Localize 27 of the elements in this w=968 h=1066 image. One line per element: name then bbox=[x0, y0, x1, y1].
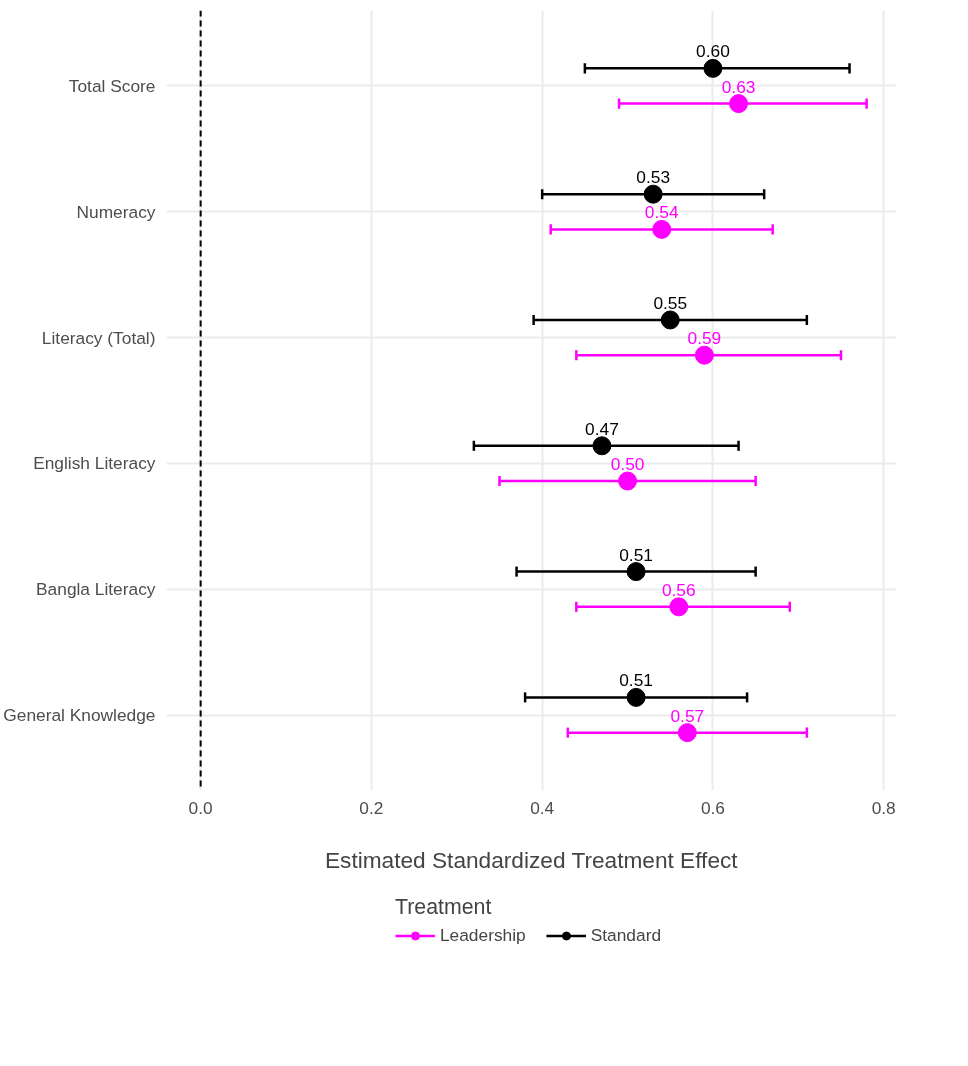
legend-label: Leadership bbox=[439, 924, 526, 946]
x-tick-label: 0.2 bbox=[359, 797, 384, 818]
data-label: 0.60 bbox=[696, 41, 730, 62]
x-tick-label: 0.8 bbox=[871, 797, 896, 818]
data-label: 0.54 bbox=[644, 202, 679, 223]
legend-label: Standard bbox=[590, 924, 662, 946]
data-label: 0.57 bbox=[670, 705, 705, 726]
x-tick-label: 0.4 bbox=[530, 797, 555, 818]
legend-title: Treatment bbox=[394, 894, 493, 920]
x-axis-title: Estimated Standardized Treatment Effect bbox=[324, 846, 739, 873]
data-label: 0.50 bbox=[610, 454, 645, 475]
y-tick-label: Literacy (Total) bbox=[41, 327, 156, 348]
x-tick-label: 0.6 bbox=[700, 797, 725, 818]
data-label: 0.51 bbox=[619, 544, 653, 565]
data-label: 0.51 bbox=[619, 670, 653, 691]
y-tick-label: Total Score bbox=[68, 75, 156, 96]
data-label: 0.63 bbox=[721, 76, 756, 97]
y-tick-label: General Knowledge bbox=[3, 705, 156, 726]
x-tick-label: 0.0 bbox=[188, 797, 213, 818]
y-tick-label: Bangla Literacy bbox=[36, 579, 156, 600]
data-label: 0.53 bbox=[636, 167, 671, 188]
y-tick-label: Numeracy bbox=[76, 201, 156, 222]
y-tick-label: English Literacy bbox=[33, 453, 156, 474]
data-label: 0.59 bbox=[687, 328, 722, 349]
data-label: 0.47 bbox=[585, 418, 619, 439]
data-label: 0.55 bbox=[653, 292, 688, 313]
data-label: 0.56 bbox=[661, 579, 696, 600]
